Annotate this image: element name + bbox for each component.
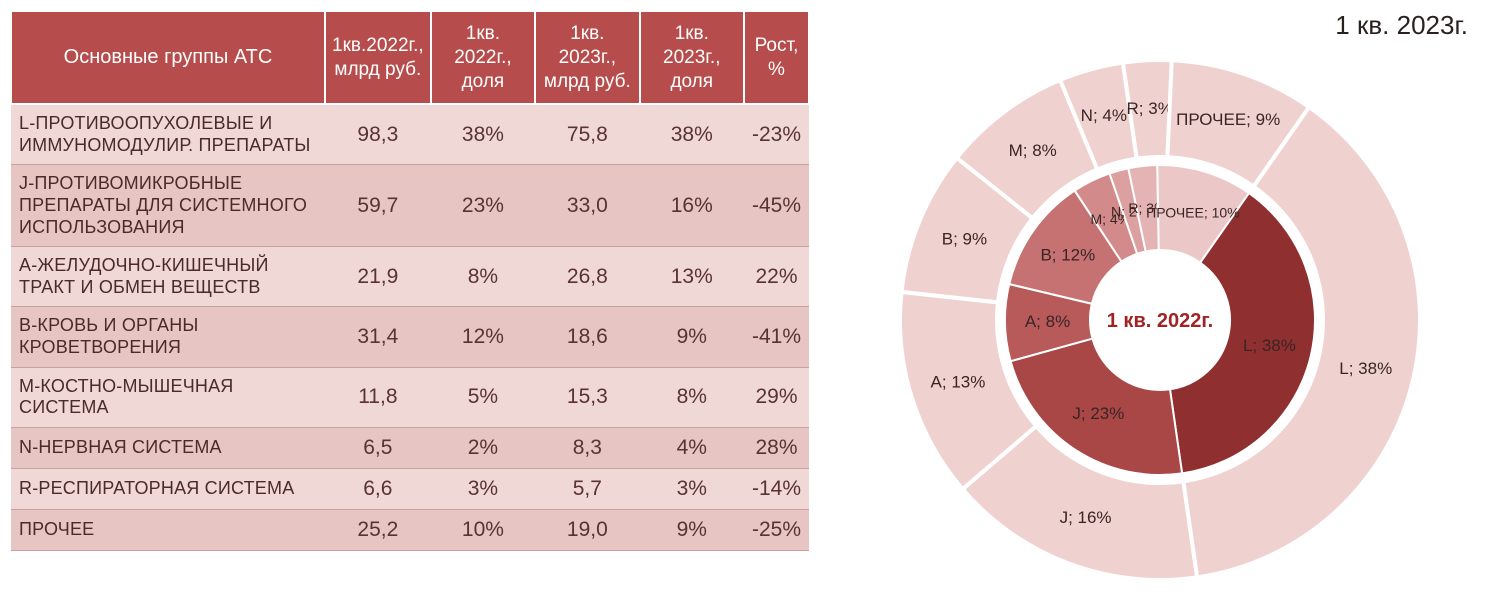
inner-slice-label: B; 12% [1040, 245, 1095, 264]
table-row: M-КОСТНО-МЫШЕЧНАЯ СИСТЕМА11,85%15,38%29% [11, 367, 809, 427]
outer-slice-label: M; 8% [1009, 141, 1057, 160]
row-cell: 12% [431, 307, 535, 367]
col-header-5: Рост,% [744, 11, 809, 104]
table-row: B-КРОВЬ И ОРГАНЫ КРОВЕТВОРЕНИЯ31,412%18,… [11, 307, 809, 367]
row-cell: 22% [744, 247, 809, 307]
row-cell: 5,7 [535, 468, 639, 509]
atc-table-region: Основные группы АТС1кв.2022г.,млрд руб.1… [10, 10, 810, 598]
row-cell: -25% [744, 509, 809, 550]
col-header-2: 1кв. 2022г.,доля [431, 11, 535, 104]
table-row: A-ЖЕЛУДОЧНО-КИШЕЧНЫЙ ТРАКТ И ОБМЕН ВЕЩЕС… [11, 247, 809, 307]
donut-chart-region: 1 кв. 2023г. L; 38% J; 16% A; 13% B; 9% M; 8… [850, 10, 1478, 598]
row-cell: 8% [640, 367, 744, 427]
row-label: ПРОЧЕЕ [11, 509, 325, 550]
row-label: M-КОСТНО-МЫШЕЧНАЯ СИСТЕМА [11, 367, 325, 427]
row-cell: 21,9 [325, 247, 431, 307]
row-cell: 8,3 [535, 427, 639, 468]
col-header-1: 1кв.2022г.,млрд руб. [325, 11, 431, 104]
row-cell: -23% [744, 104, 809, 165]
row-cell: 28% [744, 427, 809, 468]
center-label: 1 кв. 2022г. [1107, 310, 1213, 332]
nested-donut-chart: L; 38%J; 16%A; 13%B; 9%M; 8%N; 4%R; 3%ПР… [850, 10, 1470, 590]
outer-slice-label: B; 9% [942, 229, 987, 248]
row-label: J-ПРОТИВОМИКРОБНЫЕ ПРЕПАРАТЫ ДЛЯ СИСТЕМН… [11, 165, 325, 247]
inner-slice-label: A; 8% [1025, 312, 1070, 331]
row-label: N-НЕРВНАЯ СИСТЕМА [11, 427, 325, 468]
row-cell: 98,3 [325, 104, 431, 165]
row-cell: 29% [744, 367, 809, 427]
table-row: N-НЕРВНАЯ СИСТЕМА6,52%8,34%28% [11, 427, 809, 468]
row-cell: 25,2 [325, 509, 431, 550]
row-cell: 8% [431, 247, 535, 307]
row-cell: 38% [431, 104, 535, 165]
row-cell: 33,0 [535, 165, 639, 247]
row-cell: 9% [640, 307, 744, 367]
row-cell: 16% [640, 165, 744, 247]
row-cell: 5% [431, 367, 535, 427]
row-label: A-ЖЕЛУДОЧНО-КИШЕЧНЫЙ ТРАКТ И ОБМЕН ВЕЩЕС… [11, 247, 325, 307]
row-label: R-РЕСПИРАТОРНАЯ СИСТЕМА [11, 468, 325, 509]
inner-slice-label: ПРОЧЕЕ; 10% [1146, 204, 1239, 220]
col-header-3: 1кв. 2023г.,млрд руб. [535, 11, 639, 104]
row-cell: 4% [640, 427, 744, 468]
row-cell: 15,3 [535, 367, 639, 427]
row-cell: 31,4 [325, 307, 431, 367]
row-cell: 10% [431, 509, 535, 550]
row-cell: 38% [640, 104, 744, 165]
row-cell: 23% [431, 165, 535, 247]
row-cell: -14% [744, 468, 809, 509]
row-cell: 9% [640, 509, 744, 550]
row-label: B-КРОВЬ И ОРГАНЫ КРОВЕТВОРЕНИЯ [11, 307, 325, 367]
outer-slice-label: R; 3% [1127, 99, 1173, 118]
row-cell: 6,5 [325, 427, 431, 468]
table-row: R-РЕСПИРАТОРНАЯ СИСТЕМА6,63%5,73%-14% [11, 468, 809, 509]
outer-slice-label: J; 16% [1060, 508, 1112, 527]
col-header-0: Основные группы АТС [11, 11, 325, 104]
row-cell: 6,6 [325, 468, 431, 509]
row-cell: -41% [744, 307, 809, 367]
atc-table: Основные группы АТС1кв.2022г.,млрд руб.1… [10, 10, 810, 551]
row-cell: 3% [640, 468, 744, 509]
chart-title: 1 кв. 2023г. [1335, 10, 1468, 41]
outer-slice-label: N; 4% [1081, 106, 1127, 125]
row-cell: 3% [431, 468, 535, 509]
col-header-4: 1кв. 2023г.,доля [640, 11, 744, 104]
row-cell: 2% [431, 427, 535, 468]
inner-slice-label: L; 38% [1243, 336, 1296, 355]
row-cell: 59,7 [325, 165, 431, 247]
row-cell: 13% [640, 247, 744, 307]
table-row: ПРОЧЕЕ25,210%19,09%-25% [11, 509, 809, 550]
row-cell: 26,8 [535, 247, 639, 307]
row-cell: -45% [744, 165, 809, 247]
table-row: L-ПРОТИВООПУХОЛЕВЫЕ И ИММУНОМОДУЛИР. ПРЕ… [11, 104, 809, 165]
row-cell: 75,8 [535, 104, 639, 165]
row-cell: 19,0 [535, 509, 639, 550]
table-row: J-ПРОТИВОМИКРОБНЫЕ ПРЕПАРАТЫ ДЛЯ СИСТЕМН… [11, 165, 809, 247]
inner-slice-label: J; 23% [1072, 404, 1124, 423]
outer-slice-label: ПРОЧЕЕ; 9% [1176, 110, 1280, 129]
row-cell: 18,6 [535, 307, 639, 367]
row-label: L-ПРОТИВООПУХОЛЕВЫЕ И ИММУНОМОДУЛИР. ПРЕ… [11, 104, 325, 165]
row-cell: 11,8 [325, 367, 431, 427]
outer-slice-label: L; 38% [1339, 359, 1392, 378]
outer-slice-label: A; 13% [931, 373, 986, 392]
